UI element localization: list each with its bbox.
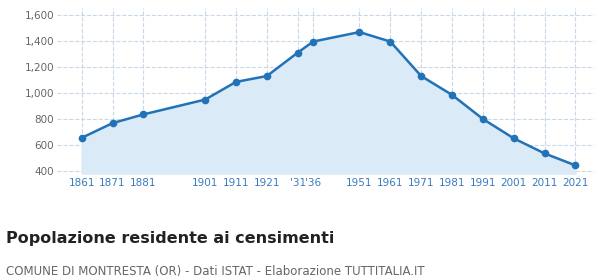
Text: COMUNE DI MONTRESTA (OR) - Dati ISTAT - Elaborazione TUTTITALIA.IT: COMUNE DI MONTRESTA (OR) - Dati ISTAT - …	[6, 265, 425, 277]
Text: Popolazione residente ai censimenti: Popolazione residente ai censimenti	[6, 231, 334, 246]
